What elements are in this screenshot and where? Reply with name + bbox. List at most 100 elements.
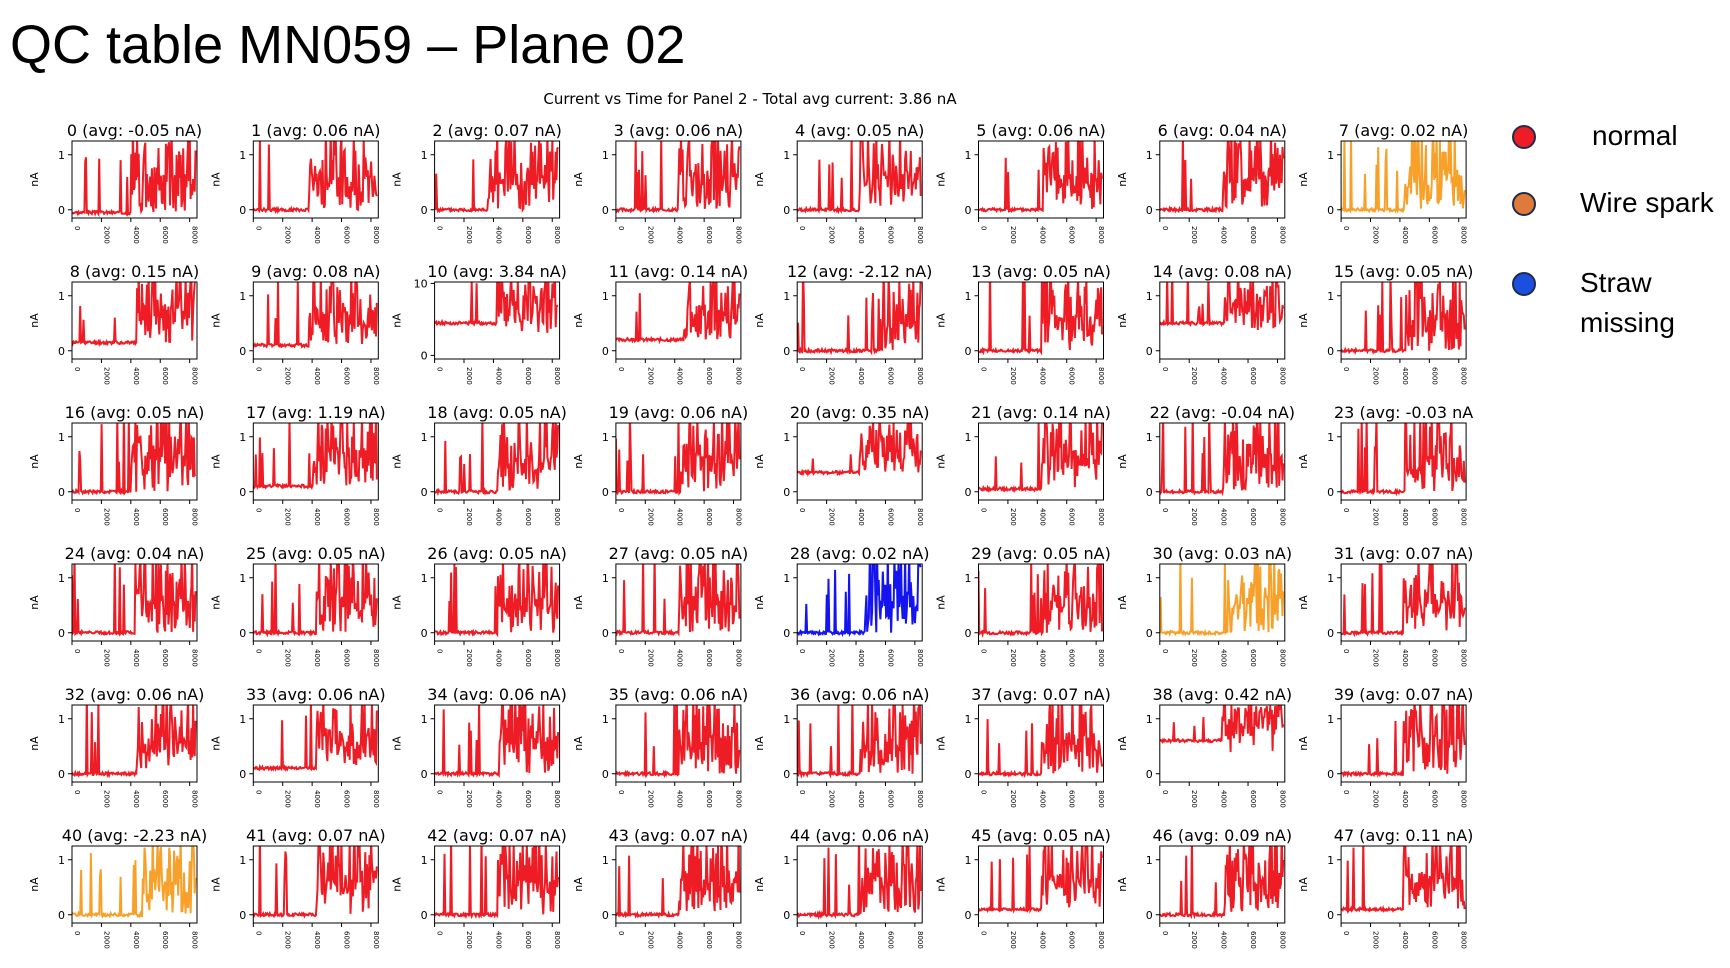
y-axis-label: nA: [572, 172, 585, 187]
trace-line: [797, 423, 922, 478]
x-tick-label: 8000: [1278, 790, 1286, 808]
x-tick-label: 8000: [191, 367, 199, 385]
subplot-34: 34 (avg: 0.06 nA) nA 0 1 0 2000 4000 6000 8000: [391, 685, 567, 808]
y-tick-label: 1: [602, 149, 609, 162]
x-tick-label: 0: [617, 226, 625, 230]
subplot-title: 17 (avg: 1.19 nA): [246, 403, 386, 422]
subplot-frame: [1340, 704, 1467, 783]
subplot-title: 16 (avg: 0.05 nA): [65, 403, 205, 422]
x-tick-label: 0: [617, 790, 625, 794]
x-tick-label: 0: [1161, 790, 1169, 794]
x-tick-label: 0: [980, 931, 988, 935]
x-tick-label: 8000: [1460, 226, 1468, 244]
subplot-title: 41 (avg: 0.07 nA): [246, 826, 386, 845]
x-tick-label: 2000: [1190, 649, 1198, 667]
subplot-33: 33 (avg: 0.06 nA) nA 0 1 0 2000 4000 6000 8000: [209, 685, 385, 808]
y-axis-label: nA: [1116, 172, 1129, 187]
subplot-title: 15 (avg: 0.05 nA): [1334, 262, 1474, 281]
subplot-frame: [1159, 704, 1286, 783]
y-tick-label: 0: [58, 627, 65, 640]
x-tick-label: 2000: [284, 931, 292, 949]
trace-line: [1341, 564, 1466, 638]
y-tick-label: 1: [421, 713, 428, 726]
subplot-5: 5 (avg: 0.06 nA) nA 0 1 0 2000 4000 6000 8000: [935, 121, 1106, 244]
x-tick-label: 6000: [1430, 790, 1438, 808]
x-tick-label: 4000: [1401, 790, 1409, 808]
subplot-frame: [978, 845, 1104, 924]
x-tick-label: 2000: [1372, 790, 1380, 808]
y-tick-label: 0: [1146, 486, 1153, 499]
y-axis-label: nA: [209, 595, 222, 610]
legend-marker: [1512, 272, 1536, 296]
subplot-4: 4 (avg: 0.05 nA) nA 0 1 0 2000 4000 6000 8000: [753, 121, 924, 244]
y-tick-label: 1: [1327, 149, 1334, 162]
x-tick-label: 4000: [494, 790, 502, 808]
x-tick-label: 0: [798, 367, 806, 371]
y-axis-label: nA: [1297, 172, 1310, 187]
x-tick-label: 8000: [1278, 508, 1286, 526]
subplot-18: 18 (avg: 0.05 nA) nA 0 1 0 2000 4000 6000 8000: [391, 403, 567, 526]
y-axis-label: nA: [1116, 454, 1129, 469]
x-tick-label: 6000: [1068, 790, 1076, 808]
subplot-41: 41 (avg: 0.07 nA) nA 0 1 0 2000 4000 6000 8000: [209, 826, 385, 949]
subplot-1: 1 (avg: 0.06 nA) nA 0 1 0 2000 4000 6000 8000: [209, 121, 380, 244]
y-tick-label: 0: [1146, 768, 1153, 781]
x-tick-label: 6000: [705, 508, 713, 526]
trace-line: [978, 282, 1103, 356]
subplot-title: 27 (avg: 0.05 nA): [609, 544, 749, 563]
x-tick-label: 8000: [1278, 367, 1286, 385]
y-axis-label: nA: [572, 454, 585, 469]
y-axis-label: nA: [1297, 595, 1310, 610]
x-tick-label: 0: [436, 931, 444, 935]
x-tick-label: 2000: [828, 931, 836, 949]
x-tick-label: 6000: [1430, 367, 1438, 385]
y-tick-label: 1: [783, 713, 790, 726]
x-tick-label: 2000: [284, 649, 292, 667]
y-tick-label: 0: [1146, 627, 1153, 640]
x-tick-label: 2000: [284, 367, 292, 385]
x-tick-label: 6000: [161, 931, 169, 949]
subplot-title: 39 (avg: 0.07 nA): [1334, 685, 1474, 704]
x-tick-label: 4000: [313, 367, 321, 385]
subplot-frame: [1159, 281, 1286, 360]
x-tick-label: 2000: [646, 367, 654, 385]
x-tick-label: 8000: [191, 790, 199, 808]
subplot-frame: [252, 563, 379, 642]
subplot-title: 22 (avg: -0.04 nA): [1150, 403, 1295, 422]
x-tick-label: 2000: [465, 367, 473, 385]
y-tick-label: 1: [602, 290, 609, 303]
subplot-39: 39 (avg: 0.07 nA) nA 0 1 0 2000 4000 6000 8000: [1297, 685, 1473, 808]
x-tick-label: 2000: [465, 790, 473, 808]
x-tick-label: 8000: [1460, 790, 1468, 808]
x-tick-label: 2000: [102, 790, 110, 808]
x-tick-label: 6000: [886, 931, 894, 949]
x-tick-label: 4000: [132, 649, 140, 667]
subplot-16: 16 (avg: 0.05 nA) nA 0 1 0 2000 4000 6000 8000: [28, 403, 204, 526]
trace-line: [1341, 423, 1466, 497]
subplot-7: 7 (avg: 0.02 nA) nA 0 1 0 2000 4000 6000 8000: [1297, 121, 1468, 244]
x-tick-label: 8000: [1278, 649, 1286, 667]
x-tick-label: 4000: [676, 931, 684, 949]
trace-line: [615, 423, 741, 496]
x-tick-label: 4000: [494, 367, 502, 385]
x-tick-label: 4000: [1401, 508, 1409, 526]
x-tick-label: 6000: [1249, 790, 1257, 808]
subplot-frame: [615, 845, 742, 924]
x-tick-label: 2000: [646, 649, 654, 667]
x-tick-label: 8000: [1097, 367, 1105, 385]
subplot-frame: [1340, 281, 1467, 360]
trace-line: [978, 846, 1103, 914]
subplot-title: 37 (avg: 0.07 nA): [971, 685, 1111, 704]
subplot-title: 47 (avg: 0.11 nA): [1334, 826, 1474, 845]
x-tick-label: 8000: [553, 226, 561, 244]
x-tick-label: 2000: [1190, 508, 1198, 526]
x-tick-label: 6000: [343, 367, 351, 385]
x-tick-label: 6000: [161, 226, 169, 244]
x-tick-label: 8000: [916, 367, 924, 385]
x-tick-label: 0: [798, 649, 806, 653]
legend-label: Wire spark: [1580, 187, 1714, 218]
subplot-frame: [71, 845, 198, 924]
x-tick-label: 2000: [1009, 649, 1017, 667]
y-axis-label: nA: [28, 313, 41, 328]
subplot-title: 43 (avg: 0.07 nA): [609, 826, 749, 845]
